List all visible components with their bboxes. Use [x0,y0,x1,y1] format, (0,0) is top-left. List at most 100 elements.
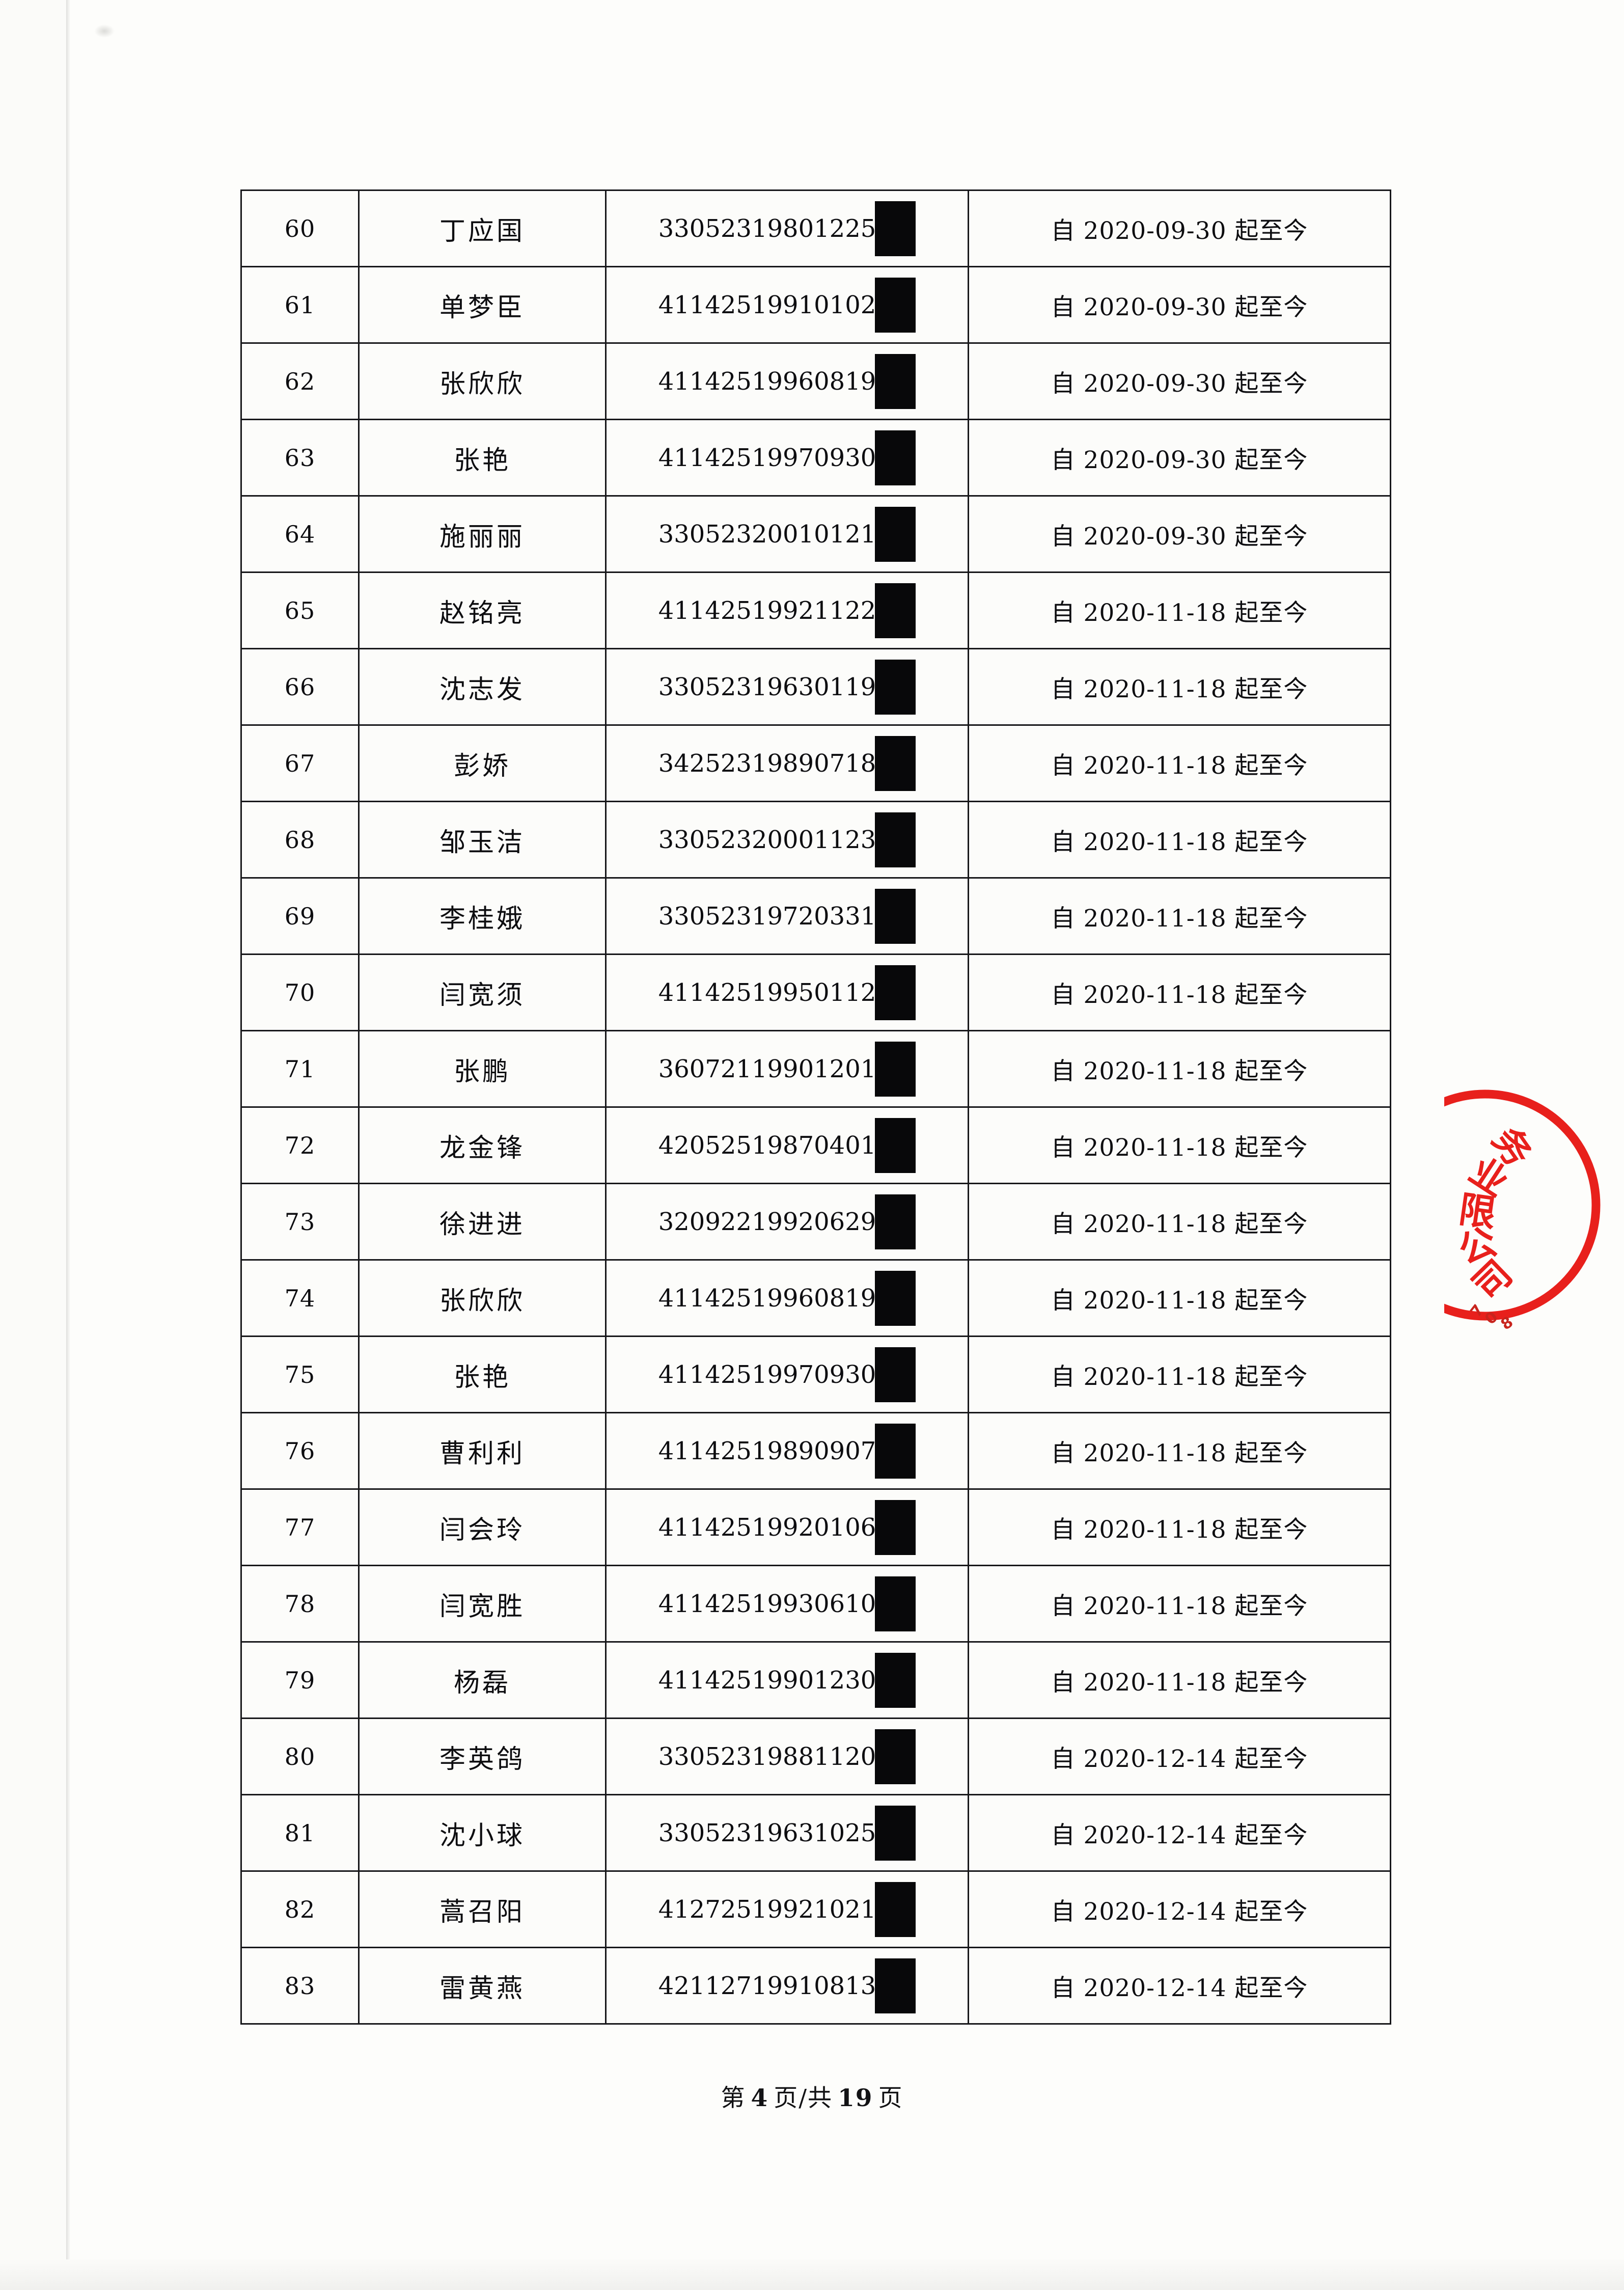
cell-id-number: 33052319720331 [605,877,969,955]
id-number-digits: 41142519970930 [658,1360,876,1389]
table-row: 70 闫宽须 41142519950112 自 2020-11-18 起至今 [240,953,1391,1031]
cell-sequence-number: 66 [240,648,360,726]
id-number-digits: 41142519890907 [658,1436,876,1465]
id-number-digits: 41142519970930 [658,443,876,472]
id-number-wrapper: 33052320001123 [658,812,916,867]
footer-current-page: 4 [751,2084,769,2112]
svg-text:8: 8 [1498,1313,1517,1332]
cell-period-text: 自 2020-12-14 起至今 [968,1794,1391,1872]
cell-period-text: 自 2020-09-30 起至今 [968,189,1391,267]
cell-sequence-number: 82 [240,1870,360,1948]
id-number-wrapper: 33052319720331 [658,888,916,944]
cell-id-number: 33052319631025 [605,1794,969,1872]
cell-person-name: 彭娇 [358,724,607,802]
company-seal-stamp: 务 业 限 公 司 7 0 8 [1444,1078,1624,1332]
scan-smudge-artifact [94,24,115,38]
redaction-block [875,430,916,485]
id-number-digits: 42052519870401 [658,1131,876,1160]
cell-id-number: 41142519970930 [605,1335,969,1413]
cell-sequence-number: 80 [240,1718,360,1795]
cell-person-name: 闫宽须 [358,953,607,1031]
cell-period-text: 自 2020-11-18 起至今 [968,571,1391,649]
cell-period-text: 自 2020-09-30 起至今 [968,342,1391,420]
cell-person-name: 张欣欣 [358,1259,607,1337]
cell-id-number: 41142519920106 [605,1488,969,1566]
cell-id-number: 41142519901230 [605,1641,969,1719]
cell-sequence-number: 69 [240,877,360,955]
id-number-digits: 41272519921021 [658,1895,876,1924]
cell-period-text: 自 2020-11-18 起至今 [968,1030,1391,1108]
id-number-digits: 41142519920106 [658,1513,876,1542]
redaction-block [875,201,916,256]
page-footer: 第 4 页/共 19 页 [0,2078,1624,2113]
table-row: 63 张艳 41142519970930 自 2020-09-30 起至今 [240,419,1391,497]
cell-id-number: 34252319890718 [605,724,969,802]
cell-period-text: 自 2020-12-14 起至今 [968,1870,1391,1948]
cell-period-text: 自 2020-09-30 起至今 [968,495,1391,573]
table-row: 78 闫宽胜 41142519930610 自 2020-11-18 起至今 [240,1565,1391,1643]
id-number-wrapper: 41142519901230 [658,1652,916,1708]
cell-id-number: 33052320001123 [605,801,969,879]
id-number-wrapper: 41142519920106 [658,1500,916,1555]
cell-period-text: 自 2020-11-18 起至今 [968,1565,1391,1643]
cell-person-name: 雷黄燕 [358,1947,607,2025]
cell-person-name: 李桂娥 [358,877,607,955]
id-number-wrapper: 33052319630119 [658,659,916,715]
id-number-digits: 41142519901230 [658,1666,876,1695]
table-row: 74 张欣欣 41142519960819 自 2020-11-18 起至今 [240,1259,1391,1337]
cell-id-number: 41142519960819 [605,1259,969,1337]
id-number-wrapper: 41142519930610 [658,1576,916,1631]
id-number-digits: 42112719910813 [658,1971,876,2000]
table-row: 71 张鹏 36072119901201 自 2020-11-18 起至今 [240,1030,1391,1108]
id-number-wrapper: 41142519910102 [658,277,916,333]
cell-person-name: 张欣欣 [358,342,607,420]
redaction-block [875,583,916,638]
footer-suffix: 页 [878,2084,903,2112]
table-row: 73 徐进进 32092219920629 自 2020-11-18 起至今 [240,1183,1391,1261]
redaction-block [875,1729,916,1784]
cell-sequence-number: 76 [240,1412,360,1490]
redaction-block [875,1117,916,1173]
redaction-block [875,506,916,562]
table-row: 77 闫会玲 41142519920106 自 2020-11-18 起至今 [240,1488,1391,1566]
svg-text:务: 务 [1484,1119,1540,1174]
cell-person-name: 沈志发 [358,648,607,726]
cell-sequence-number: 79 [240,1641,360,1719]
redaction-block [875,1576,916,1631]
redaction-block [875,1882,916,1937]
cell-id-number: 42112719910813 [605,1947,969,2025]
id-number-wrapper: 33052319881120 [658,1729,916,1784]
cell-person-name: 丁应国 [358,189,607,267]
cell-id-number: 41142519930610 [605,1565,969,1643]
scan-margin [0,0,66,2290]
footer-prefix: 第 [721,2084,746,2112]
table-row: 83 雷黄燕 42112719910813 自 2020-12-14 起至今 [240,1947,1391,2025]
redaction-block [875,1958,916,2013]
cell-id-number: 42052519870401 [605,1106,969,1184]
table-row: 82 蒿召阳 41272519921021 自 2020-12-14 起至今 [240,1870,1391,1948]
id-number-wrapper: 36072119901201 [658,1041,916,1097]
cell-sequence-number: 65 [240,571,360,649]
table-row: 69 李桂娥 33052319720331 自 2020-11-18 起至今 [240,877,1391,955]
id-number-digits: 33052320010121 [658,520,876,549]
id-number-digits: 41142519950112 [658,978,876,1007]
table-row: 67 彭娇 34252319890718 自 2020-11-18 起至今 [240,724,1391,802]
svg-text:公: 公 [1453,1219,1502,1272]
cell-person-name: 沈小球 [358,1794,607,1872]
cell-period-text: 自 2020-11-18 起至今 [968,801,1391,879]
cell-person-name: 单梦臣 [358,266,607,344]
id-number-wrapper: 42112719910813 [658,1958,916,2013]
cell-period-text: 自 2020-12-14 起至今 [968,1947,1391,2025]
redaction-block [875,735,916,791]
cell-sequence-number: 63 [240,419,360,497]
redaction-block [875,1500,916,1555]
personnel-table: 60 丁应国 33052319801225 自 2020-09-30 起至今 61 单梦臣… [240,189,1391,2025]
redaction-block [875,277,916,333]
redaction-block [875,1423,916,1479]
cell-person-name: 蒿召阳 [358,1870,607,1948]
svg-text:0: 0 [1481,1308,1501,1328]
id-number-digits: 34252319890718 [658,749,876,778]
cell-id-number: 32092219920629 [605,1183,969,1261]
table-row: 79 杨磊 41142519901230 自 2020-11-18 起至今 [240,1641,1391,1719]
